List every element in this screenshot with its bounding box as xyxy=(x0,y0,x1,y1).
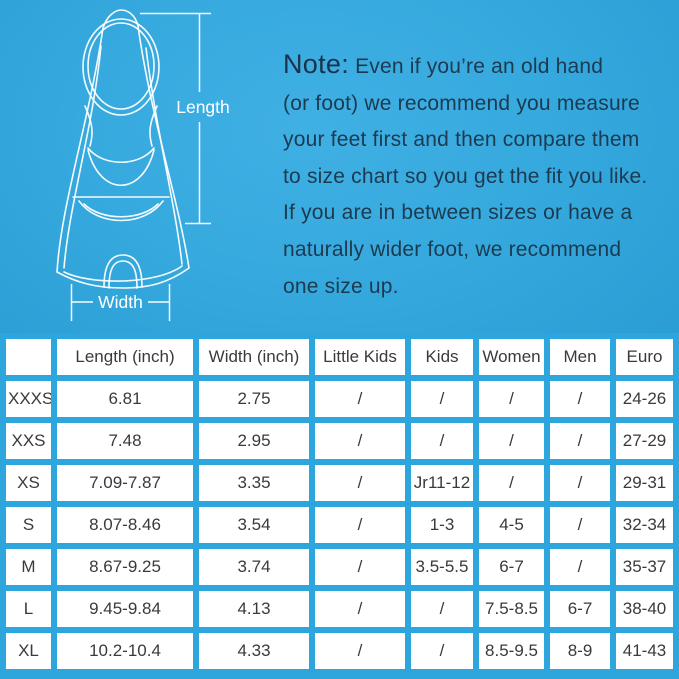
table-cell: 38-40 xyxy=(616,591,673,627)
size-chart-table: Length (inch) Width (inch) Little Kids K… xyxy=(0,333,679,675)
table-row-l: L 9.45-9.84 4.13 / / 7.5-8.5 6-7 38-40 xyxy=(6,591,673,627)
header-row: Length (inch) Width (inch) Little Kids K… xyxy=(6,339,673,375)
column-header-kids: Kids xyxy=(411,339,473,375)
width-dimension-line: Width xyxy=(70,284,171,321)
toe-opening-ellipse xyxy=(82,18,160,116)
column-header-men: Men xyxy=(550,339,610,375)
column-header-women: Women xyxy=(479,339,544,375)
table-cell: 10.2-10.4 xyxy=(57,633,193,669)
table-cell: 2.75 xyxy=(199,381,309,417)
row-label: XXXS xyxy=(6,381,51,417)
table-cell: / xyxy=(479,465,544,501)
table-cell: 6.81 xyxy=(57,381,193,417)
table-cell: 2.95 xyxy=(199,423,309,459)
table-cell: 1-3 xyxy=(411,507,473,543)
note-line: to size chart so you get the fit you lik… xyxy=(283,164,648,188)
note-line: Note: Even if you’re an old hand xyxy=(283,46,673,86)
table-cell: 8-9 xyxy=(550,633,610,669)
column-header-little-kids: Little Kids xyxy=(315,339,405,375)
table-cell: 3.74 xyxy=(199,549,309,585)
note-text: Even if you’re an old hand xyxy=(355,55,604,78)
table-cell: 8.07-8.46 xyxy=(57,507,193,543)
note-block: Note: Even if you’re an old hand (or foo… xyxy=(283,46,673,305)
row-label: L xyxy=(6,591,51,627)
table-cell: 7.5-8.5 xyxy=(479,591,544,627)
column-header-width-inch: Width (inch) xyxy=(199,339,309,375)
row-label: M xyxy=(6,549,51,585)
table-cell: / xyxy=(550,381,610,417)
table-cell: / xyxy=(411,591,473,627)
table-cell: / xyxy=(315,507,405,543)
table-cell: / xyxy=(315,423,405,459)
table-row-xxs: XXS 7.48 2.95 / / / / 27-29 xyxy=(6,423,673,459)
table-cell: Jr11-12 xyxy=(411,465,473,501)
table-cell: / xyxy=(411,423,473,459)
fin-diagram: Length Width xyxy=(56,9,230,321)
table-cell: 29-31 xyxy=(616,465,673,501)
table-cell: / xyxy=(315,381,405,417)
table-cell: / xyxy=(550,549,610,585)
row-label: XXS xyxy=(6,423,51,459)
fin-measurement-section: Length Width Note: Even if you’re an old… xyxy=(0,0,679,333)
table-cell: / xyxy=(550,465,610,501)
note-line: your feet first and then compare them xyxy=(283,128,640,152)
table-cell: 41-43 xyxy=(616,633,673,669)
table-cell: / xyxy=(411,381,473,417)
table-cell: 4.13 xyxy=(199,591,309,627)
table-cell: / xyxy=(315,633,405,669)
length-dimension-label: Length xyxy=(176,97,230,117)
note-title: Note: xyxy=(283,49,350,79)
note-line: naturally wider foot, we recommend xyxy=(283,237,622,261)
table-cell: / xyxy=(315,549,405,585)
table-cell: / xyxy=(411,633,473,669)
table-row-s: S 8.07-8.46 3.54 / 1-3 4-5 / 32-34 xyxy=(6,507,673,543)
table-cell: 3.54 xyxy=(199,507,309,543)
table-cell: 7.48 xyxy=(57,423,193,459)
table-cell: 6-7 xyxy=(479,549,544,585)
table-cell: 8.67-9.25 xyxy=(57,549,193,585)
column-header-length-inch: Length (inch) xyxy=(57,339,193,375)
table-row-xxxs: XXXS 6.81 2.75 / / / / 24-26 xyxy=(6,381,673,417)
table-row-xl: XL 10.2-10.4 4.33 / / 8.5-9.5 8-9 41-43 xyxy=(6,633,673,669)
table-cell: / xyxy=(550,423,610,459)
table-cell: 3.35 xyxy=(199,465,309,501)
table-cell: 27-29 xyxy=(616,423,673,459)
length-dimension-line: Length xyxy=(140,12,230,225)
table-cell: 7.09-7.87 xyxy=(57,465,193,501)
table-cell: 35-37 xyxy=(616,549,673,585)
table-cell: 8.5-9.5 xyxy=(479,633,544,669)
foot-pocket-contours xyxy=(72,105,170,222)
table-cell: / xyxy=(479,381,544,417)
row-label: XS xyxy=(6,465,51,501)
fin-outline xyxy=(56,9,190,289)
table-cell: / xyxy=(479,423,544,459)
table-cell: 3.5-5.5 xyxy=(411,549,473,585)
row-label: S xyxy=(6,507,51,543)
table-cell: 4-5 xyxy=(479,507,544,543)
note-line: If you are in between sizes or have a xyxy=(283,201,633,225)
table-cell: 24-26 xyxy=(616,381,673,417)
table-cell: 32-34 xyxy=(616,507,673,543)
column-header-size xyxy=(6,339,51,375)
width-dimension-label: Width xyxy=(98,292,143,312)
heel-arch xyxy=(103,254,143,289)
table-cell: 4.33 xyxy=(199,633,309,669)
table-cell: / xyxy=(315,591,405,627)
row-label: XL xyxy=(6,633,51,669)
note-line: (or foot) we recommend you measure xyxy=(283,91,640,115)
table-row-m: M 8.67-9.25 3.74 / 3.5-5.5 6-7 / 35-37 xyxy=(6,549,673,585)
table-cell: 9.45-9.84 xyxy=(57,591,193,627)
size-chart-table-section: Length (inch) Width (inch) Little Kids K… xyxy=(0,333,679,675)
note-line: one size up. xyxy=(283,274,399,298)
column-header-euro: Euro xyxy=(616,339,673,375)
table-row-xs: XS 7.09-7.87 3.35 / Jr11-12 / / 29-31 xyxy=(6,465,673,501)
table-cell: 6-7 xyxy=(550,591,610,627)
table-cell: / xyxy=(550,507,610,543)
table-cell: / xyxy=(315,465,405,501)
